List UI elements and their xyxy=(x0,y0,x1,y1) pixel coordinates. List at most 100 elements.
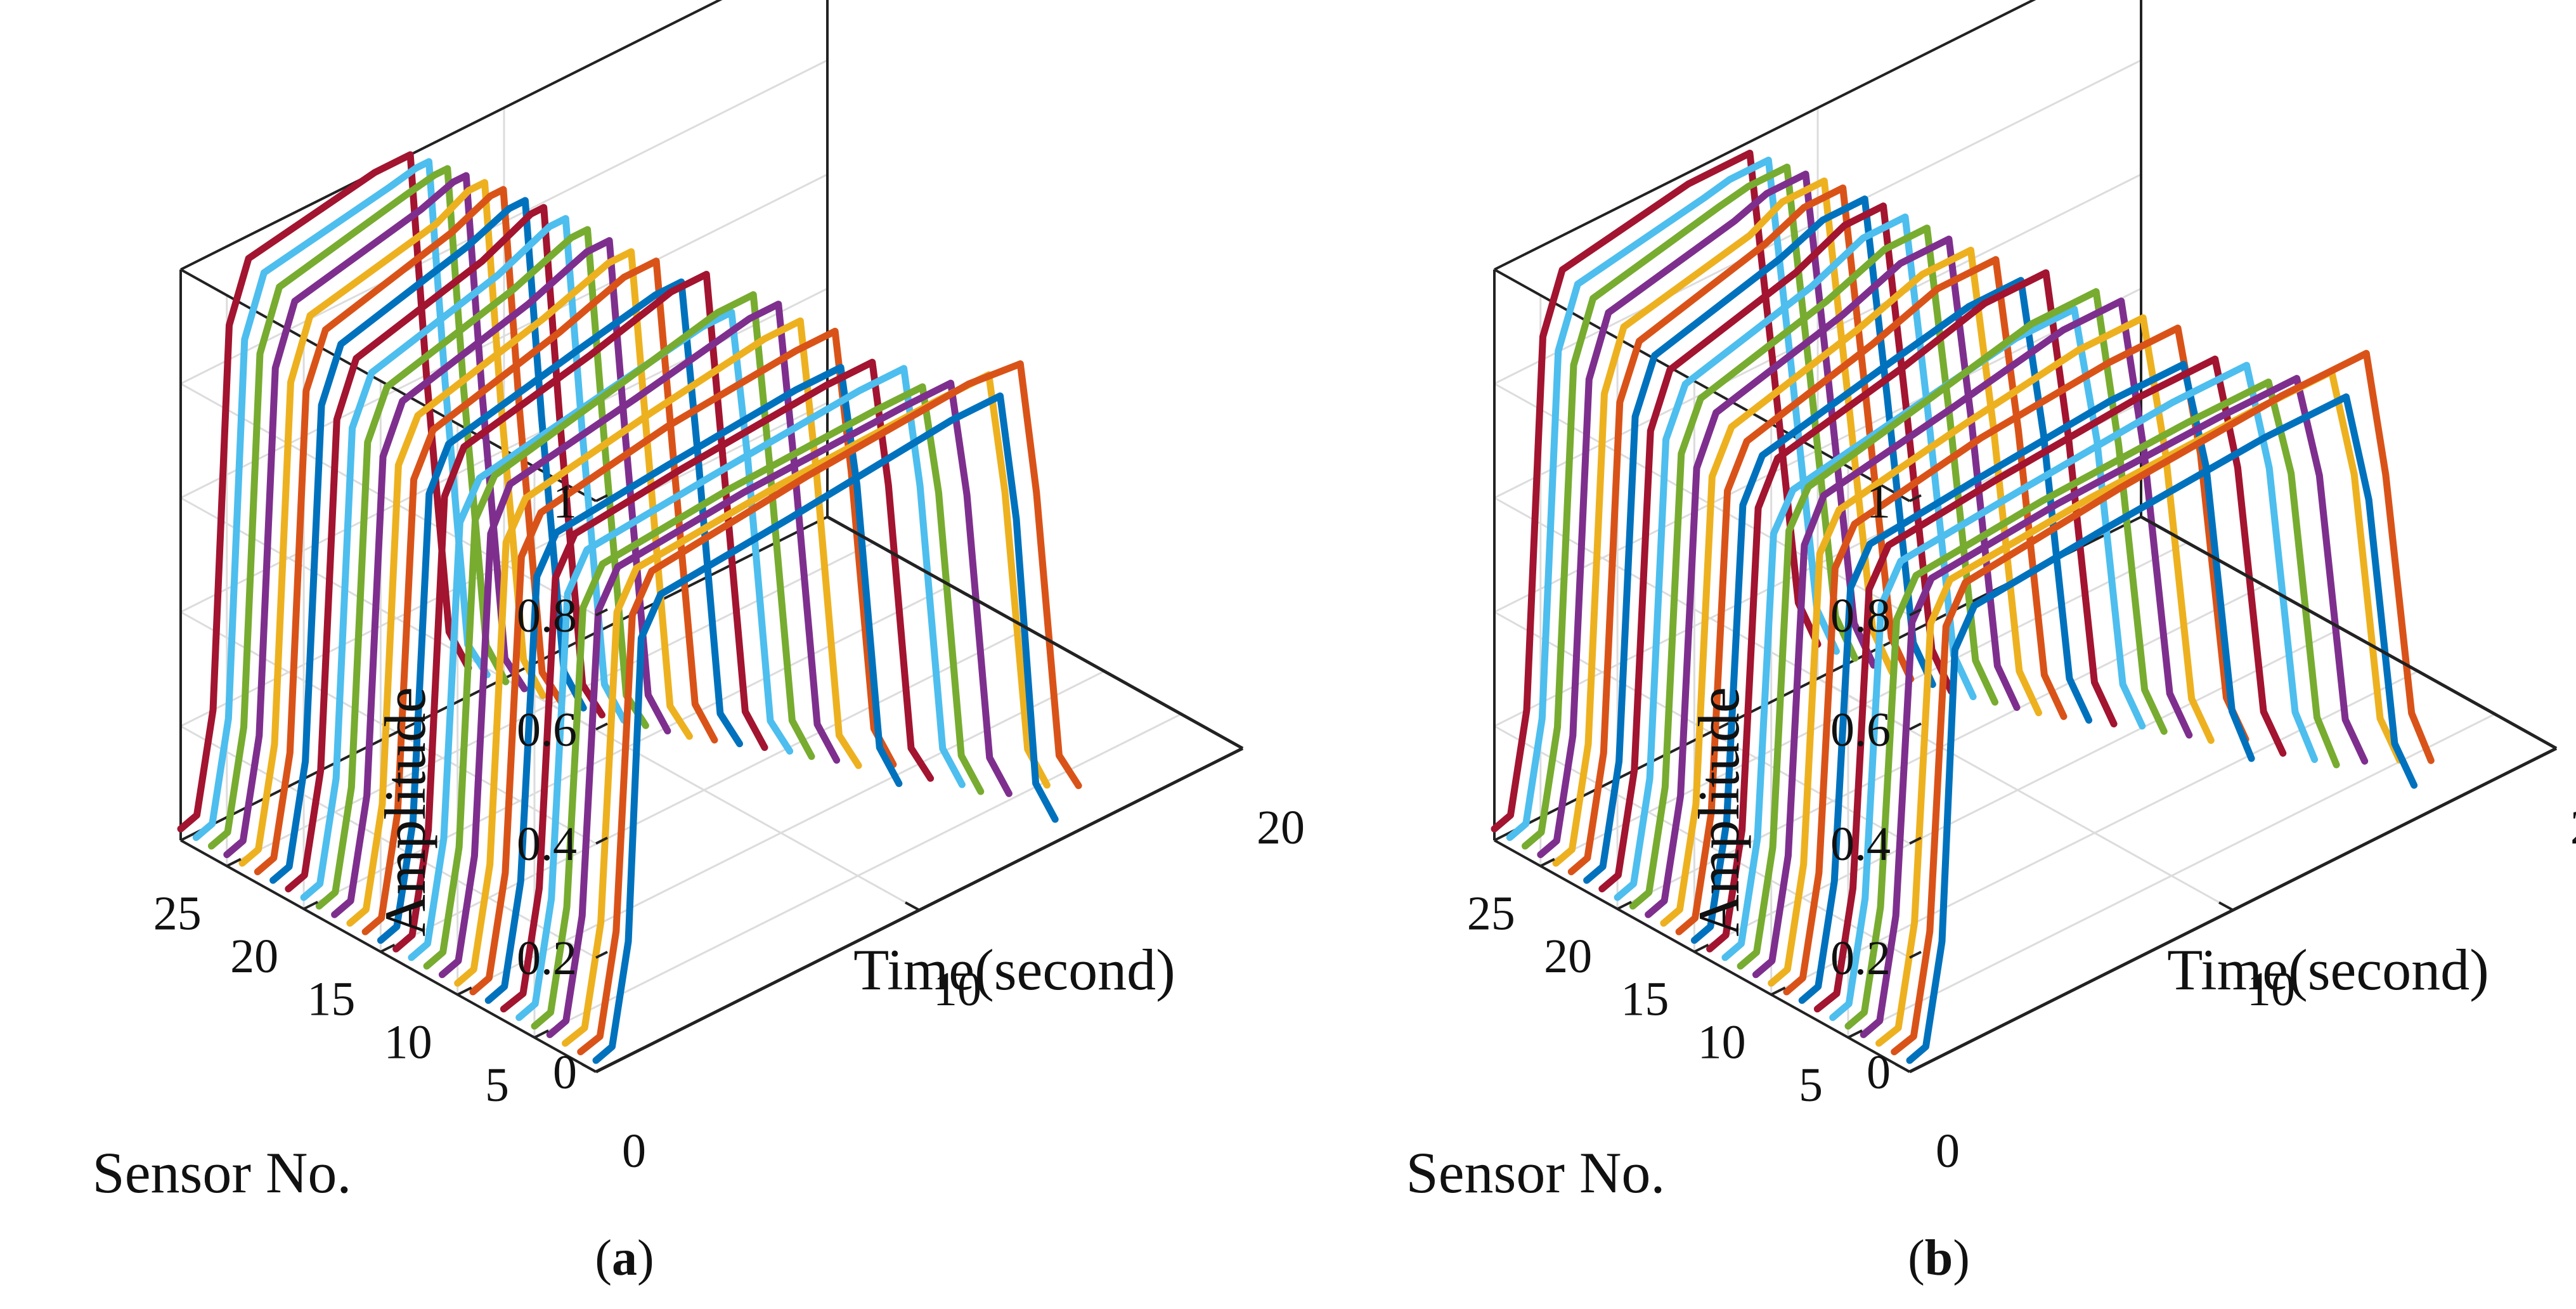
z-tick xyxy=(1909,837,1922,845)
axis-edge xyxy=(1494,839,1910,1073)
series-line-sensor-4 xyxy=(1860,375,2369,1038)
x-tick-label: 0 xyxy=(1936,1124,1960,1178)
series-line-sensor-3 xyxy=(562,371,1051,1047)
floor-grid-line xyxy=(1848,713,2495,1039)
x-tick-label: 20 xyxy=(2570,801,2576,854)
y-tick xyxy=(1770,986,1786,996)
series-line-sensor-26 xyxy=(1522,164,1859,850)
series-line-sensor-11 xyxy=(438,301,841,979)
z-tick xyxy=(1909,608,1922,616)
x-tick xyxy=(905,901,920,911)
side-wall-grid-line xyxy=(1494,382,1910,616)
z-tick-label: 0.4 xyxy=(517,817,577,871)
series-line-sensor-23 xyxy=(1567,184,1915,876)
z-tick-label: 1 xyxy=(553,475,577,528)
z-tick xyxy=(595,1065,608,1073)
y-tick-label: 10 xyxy=(1698,1015,1746,1069)
y-tick-label: 20 xyxy=(230,930,278,983)
z-tick xyxy=(595,722,608,731)
z-tick-label: 0 xyxy=(1867,1046,1891,1099)
x-tick xyxy=(1228,739,1243,750)
series-line-sensor-19 xyxy=(1629,225,1998,910)
y-tick-label: 25 xyxy=(1467,887,1515,941)
y-tick-label: 15 xyxy=(307,973,355,1026)
y-tick xyxy=(1539,857,1555,868)
y-tick xyxy=(303,901,318,910)
y-axis-title: Sensor No. xyxy=(93,1140,352,1205)
z-tick-label: 0.6 xyxy=(517,703,577,757)
y-tick xyxy=(1848,1029,1863,1039)
x-tick xyxy=(1895,1063,1910,1073)
y-tick xyxy=(380,943,396,953)
series-line-sensor-10 xyxy=(454,317,862,987)
side-wall-grid-line xyxy=(180,725,597,959)
series-line-sensor-18 xyxy=(1645,235,2021,918)
series-line-sensor-9 xyxy=(469,327,897,996)
axis-edge-front xyxy=(826,515,1244,750)
series-line-sensor-24 xyxy=(1552,177,1896,867)
series-line-sensor-5 xyxy=(531,383,985,1030)
y-tick-label: 15 xyxy=(1621,973,1669,1026)
series-line-sensor-3 xyxy=(1875,368,2404,1047)
series-line-sensor-7 xyxy=(1813,355,2287,1013)
series-line-sensor-20 xyxy=(1614,213,1977,901)
z-tick xyxy=(1909,494,1922,502)
panel-a: 00.20.40.60.8151015202501020AmplitudeSen… xyxy=(93,0,1305,1286)
series-line-sensor-9 xyxy=(1783,324,2249,996)
z-tick-label: 0 xyxy=(553,1046,577,1099)
z-tick-label: 0.8 xyxy=(517,589,577,642)
x-axis-title: Time(second) xyxy=(853,937,1175,1002)
series-line-sensor-22 xyxy=(1583,195,1936,884)
panel-b: 00.20.40.60.8151015202501020AmplitudeSen… xyxy=(1406,0,2576,1286)
series-line-sensor-1 xyxy=(1906,393,2418,1064)
z-tick xyxy=(595,837,608,845)
series-line-sensor-27 xyxy=(1506,157,1840,841)
z-axis-title: Amplitude xyxy=(1686,687,1751,937)
y-tick xyxy=(1693,943,1709,953)
series-line-sensor-2 xyxy=(577,360,1082,1055)
series-line-sensor-28 xyxy=(177,151,472,833)
side-wall-grid-line xyxy=(180,382,597,616)
series-line-sensor-12 xyxy=(1737,288,2168,970)
series-line-sensor-2 xyxy=(1891,349,2435,1055)
y-tick xyxy=(534,1029,549,1039)
floor-grid-line xyxy=(534,713,1182,1039)
z-tick-label: 0.2 xyxy=(517,932,577,985)
series-line-sensor-4 xyxy=(546,379,1013,1038)
y-tick-label: 25 xyxy=(153,887,202,941)
series-line-sensor-26 xyxy=(208,165,510,850)
series-line-sensor-19 xyxy=(315,226,649,910)
series-line-sensor-11 xyxy=(1752,297,2193,979)
series-line-sensor-14 xyxy=(392,271,768,953)
side-wall-grid-line xyxy=(1494,725,1910,959)
x-tick-label: 10 xyxy=(2247,963,2295,1016)
x-tick xyxy=(581,1063,597,1073)
series-line-sensor-28 xyxy=(1491,150,1822,833)
axis-edge xyxy=(1494,0,2036,271)
series-line-sensor-17 xyxy=(1660,247,2042,927)
z-tick-label: 0.2 xyxy=(1830,932,1891,985)
axis-edge xyxy=(180,839,597,1073)
series-line-sensor-5 xyxy=(1844,378,2340,1030)
z-tick xyxy=(1909,1065,1922,1073)
series-line-sensor-15 xyxy=(1690,277,2093,944)
series-line-sensor-6 xyxy=(1829,361,2319,1021)
z-tick-label: 0.8 xyxy=(1830,589,1891,642)
z-axis-title: Amplitude xyxy=(373,687,437,937)
series-line-sensor-1 xyxy=(592,392,1059,1064)
y-tick-label: 10 xyxy=(384,1015,432,1069)
series-line-sensor-22 xyxy=(269,197,587,884)
z-tick xyxy=(595,951,608,959)
z-tick-label: 0.6 xyxy=(1830,703,1891,757)
z-tick-label: 1 xyxy=(1867,475,1891,528)
x-tick xyxy=(2542,739,2557,750)
series-line-sensor-7 xyxy=(500,358,935,1013)
x-tick-label: 20 xyxy=(1257,801,1305,854)
z-tick xyxy=(595,608,608,616)
z-tick xyxy=(1909,722,1922,731)
y-tick xyxy=(1617,901,1632,910)
z-tick xyxy=(595,494,608,502)
y-tick-label: 5 xyxy=(1799,1058,1823,1112)
panel-caption: (b) xyxy=(1908,1230,1970,1286)
